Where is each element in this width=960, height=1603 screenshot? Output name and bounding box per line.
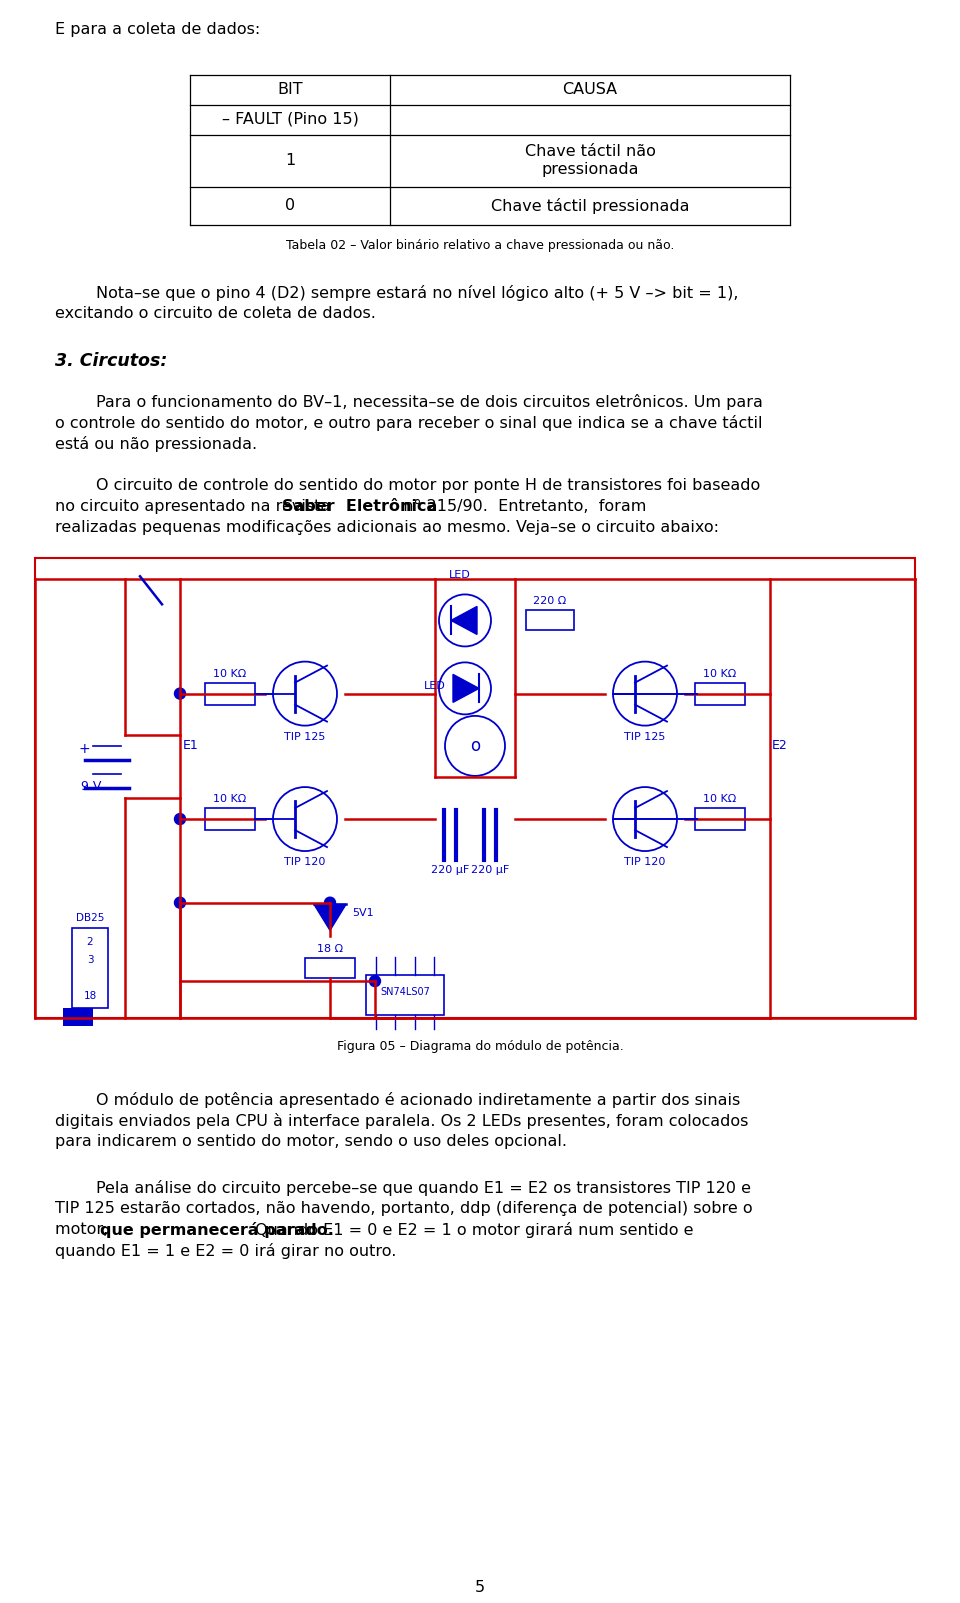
Text: digitais enviados pela CPU à interface paralela. Os 2 LEDs presentes, foram colo: digitais enviados pela CPU à interface p… [55, 1112, 749, 1129]
Circle shape [324, 898, 335, 909]
Text: 10 KΩ: 10 KΩ [213, 668, 247, 678]
Circle shape [439, 662, 491, 715]
Text: pressionada: pressionada [541, 162, 638, 176]
Text: 10 KΩ: 10 KΩ [704, 793, 736, 805]
Bar [366, 975, 444, 1015]
Text: 220 μF: 220 μF [431, 864, 469, 875]
Text: 5: 5 [475, 1581, 485, 1595]
Text: DB25: DB25 [76, 912, 105, 922]
Circle shape [175, 898, 185, 909]
Text: no circuito apresentado na revista: no circuito apresentado na revista [55, 499, 335, 515]
Text: E2: E2 [772, 739, 788, 752]
Text: TIP 125 estarão cortados, não havendo, portanto, ddp (diferença de potencial) so: TIP 125 estarão cortados, não havendo, p… [55, 1201, 753, 1217]
Text: 9 V: 9 V [81, 781, 102, 793]
Text: TIP 125: TIP 125 [284, 731, 325, 742]
Bar [526, 611, 574, 630]
Text: +: + [79, 742, 90, 755]
Bar [205, 808, 255, 830]
Text: 18 Ω: 18 Ω [317, 944, 343, 954]
Text: 220 Ω: 220 Ω [534, 596, 566, 606]
Text: E para a coleta de dados:: E para a coleta de dados: [55, 22, 260, 37]
Circle shape [273, 787, 337, 851]
Text: Nota–se que o pino 4 (D2) sempre estará no nível lógico alto (+ 5 V –> bit = 1),: Nota–se que o pino 4 (D2) sempre estará … [55, 285, 738, 301]
Text: 220 μF: 220 μF [470, 864, 509, 875]
Text: Saber  Eletrônica: Saber Eletrônica [282, 499, 438, 515]
Circle shape [175, 814, 185, 824]
Circle shape [370, 976, 380, 986]
Text: TIP 120: TIP 120 [284, 858, 325, 867]
Bar [205, 683, 255, 705]
Text: O módulo de potência apresentado é acionado indiretamente a partir dos sinais: O módulo de potência apresentado é acion… [55, 1092, 740, 1108]
Text: 3: 3 [86, 954, 93, 965]
Text: Figura 05 – Diagrama do módulo de potência.: Figura 05 – Diagrama do módulo de potênc… [337, 1040, 623, 1053]
Text: E1: E1 [183, 739, 199, 752]
Bar [695, 683, 745, 705]
Bar [695, 808, 745, 830]
Circle shape [175, 688, 185, 699]
Text: Chave táctil não: Chave táctil não [524, 144, 656, 159]
Text: realizadas pequenas modificações adicionais ao mesmo. Veja–se o circuito abaixo:: realizadas pequenas modificações adicion… [55, 519, 719, 535]
Text: 3. Circutos:: 3. Circutos: [55, 353, 167, 370]
Text: Quando E1 = 0 e E2 = 1 o motor girará num sentido e: Quando E1 = 0 e E2 = 1 o motor girará nu… [250, 1223, 693, 1239]
Text: Pela análise do circuito percebe–se que quando E1 = E2 os transistores TIP 120 e: Pela análise do circuito percebe–se que … [55, 1180, 751, 1196]
Text: – FAULT (Pino 15): – FAULT (Pino 15) [222, 112, 358, 127]
Text: o: o [470, 737, 480, 755]
Text: está ou não pressionada.: está ou não pressionada. [55, 436, 257, 452]
Text: que permanecerá parado.: que permanecerá parado. [101, 1223, 334, 1239]
Text: motor,: motor, [55, 1223, 113, 1238]
Text: 10 KΩ: 10 KΩ [704, 668, 736, 678]
Text: Chave táctil pressionada: Chave táctil pressionada [491, 197, 689, 213]
Polygon shape [451, 606, 477, 635]
Polygon shape [453, 675, 479, 702]
Text: TIP 125: TIP 125 [624, 731, 665, 742]
Text: n° 215/90.  Entretanto,  foram: n° 215/90. Entretanto, foram [393, 499, 646, 515]
Text: BIT: BIT [277, 82, 302, 98]
Polygon shape [314, 904, 346, 930]
Text: o controle do sentido do motor, e outro para receber o sinal que indica se a cha: o controle do sentido do motor, e outro … [55, 415, 762, 431]
Text: 0: 0 [285, 199, 295, 213]
Text: LED: LED [449, 571, 470, 580]
Text: Para o funcionamento do BV–1, necessita–se de dois circuitos eletrônicos. Um par: Para o funcionamento do BV–1, necessita–… [55, 394, 763, 410]
Text: O circuito de controle do sentido do motor por ponte H de transistores foi basea: O circuito de controle do sentido do mot… [55, 478, 760, 492]
Bar [72, 928, 108, 1008]
Bar [63, 1008, 93, 1026]
Text: Tabela 02 – Valor binário relativo a chave pressionada ou não.: Tabela 02 – Valor binário relativo a cha… [286, 239, 674, 252]
Text: para indicarem o sentido do motor, sendo o uso deles opcional.: para indicarem o sentido do motor, sendo… [55, 1135, 567, 1149]
Circle shape [613, 662, 677, 726]
Bar [305, 957, 355, 978]
Text: quando E1 = 1 e E2 = 0 irá girar no outro.: quando E1 = 1 e E2 = 0 irá girar no outr… [55, 1244, 396, 1260]
Text: LED: LED [424, 681, 445, 691]
Text: 10 KΩ: 10 KΩ [213, 793, 247, 805]
Bar [35, 558, 915, 1018]
Text: CAUSA: CAUSA [563, 82, 617, 98]
Text: 1: 1 [285, 152, 295, 168]
Text: 5V1: 5V1 [352, 909, 373, 919]
Text: excitando o circuito de coleta de dados.: excitando o circuito de coleta de dados. [55, 306, 376, 321]
Circle shape [445, 717, 505, 776]
Text: SN74LS07: SN74LS07 [380, 987, 430, 997]
Text: 18: 18 [84, 991, 97, 1000]
Text: 2: 2 [86, 936, 93, 946]
Circle shape [613, 787, 677, 851]
Circle shape [273, 662, 337, 726]
Text: TIP 120: TIP 120 [624, 858, 665, 867]
Circle shape [439, 595, 491, 646]
